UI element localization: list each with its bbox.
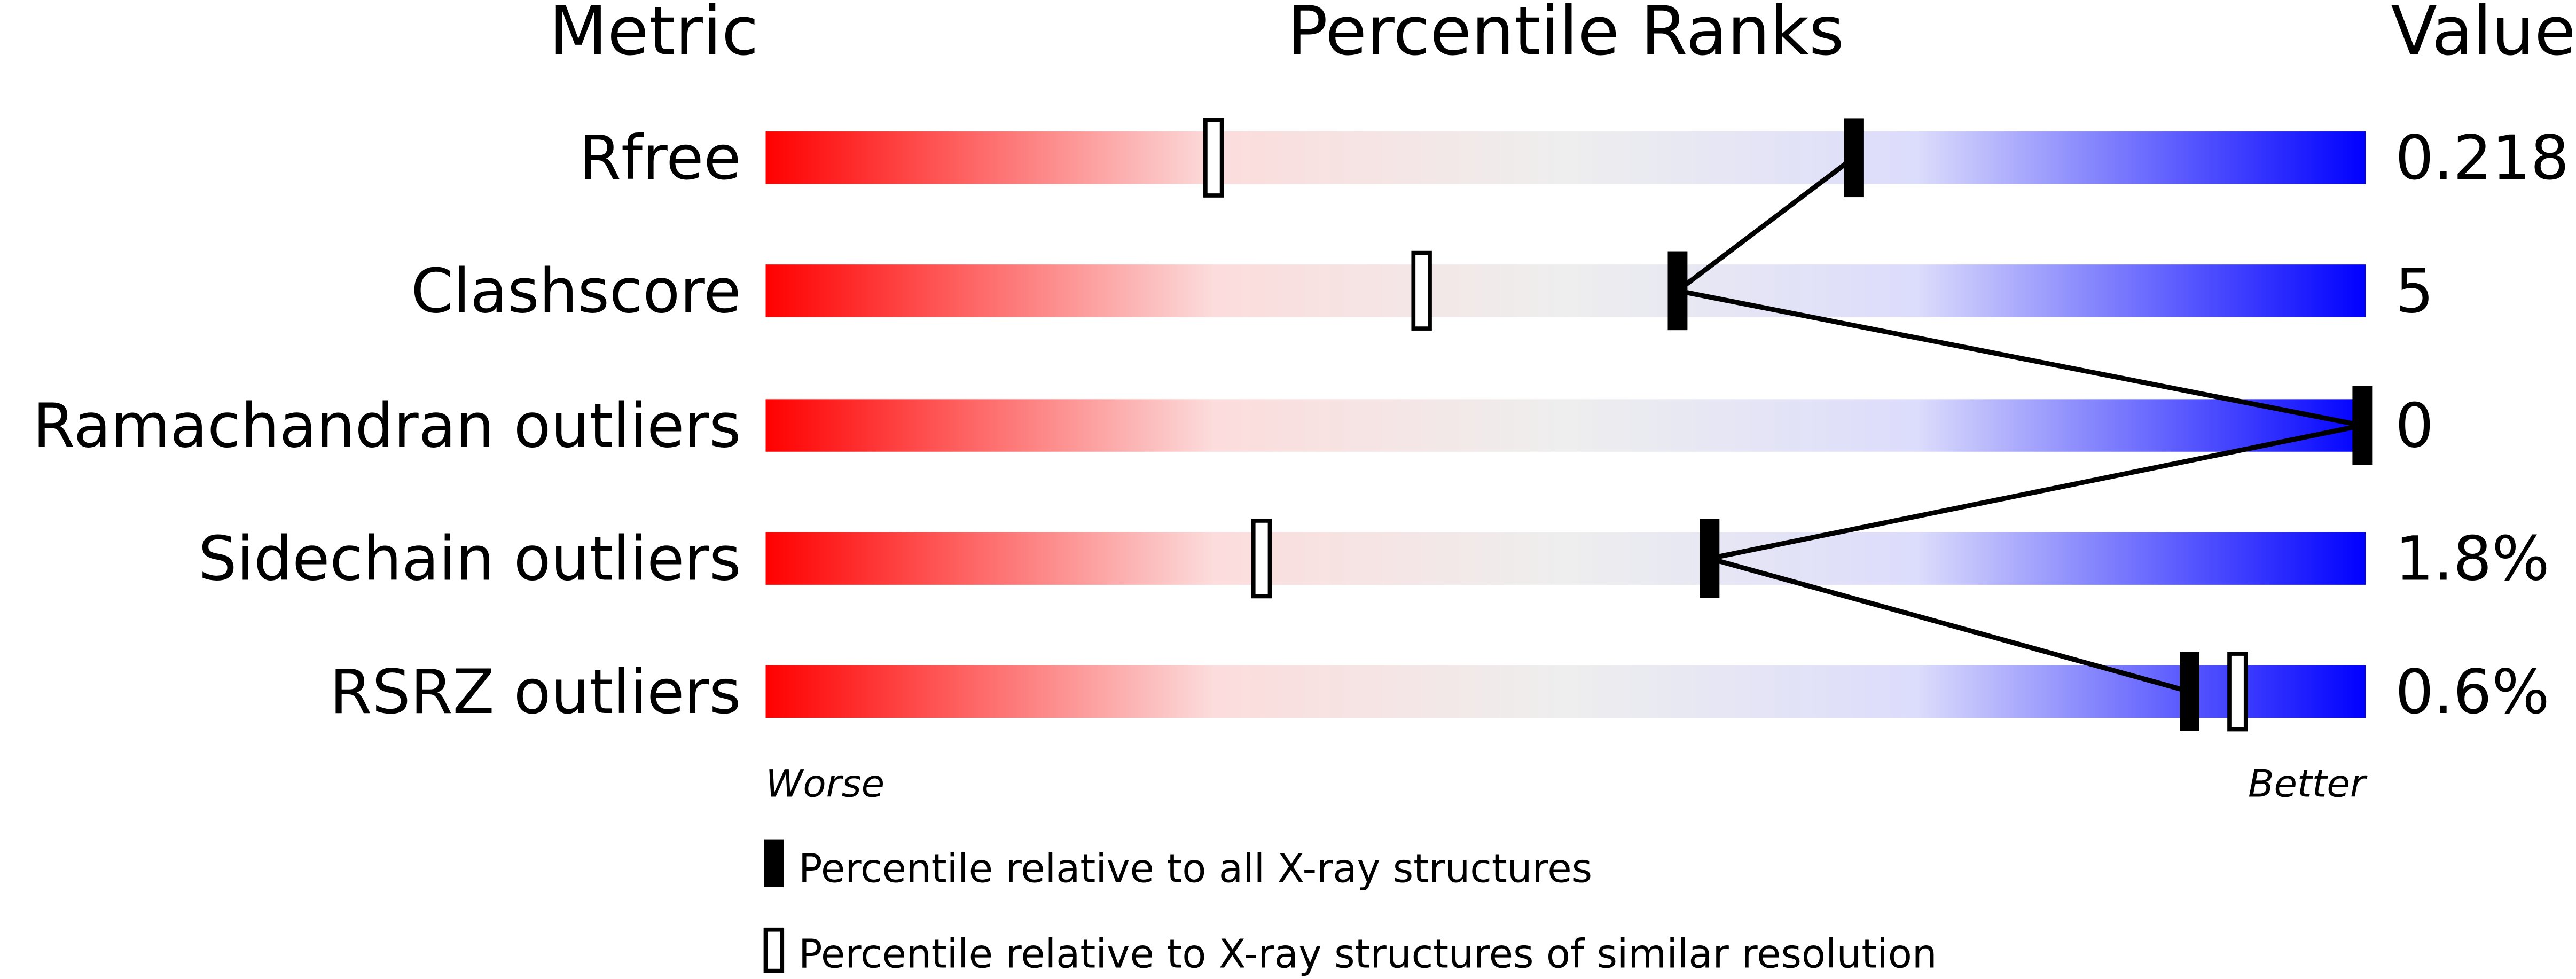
percentile-bar	[765, 532, 2366, 585]
metric-label: Clashscore	[411, 255, 741, 326]
metric-value: 5	[2395, 255, 2433, 326]
metric-label: Sidechain outliers	[198, 523, 741, 594]
marker-all-structures	[1844, 118, 1864, 198]
percentile-bar	[765, 131, 2366, 184]
metric-label: Ramachandran outliers	[33, 390, 741, 461]
marker-similar-resolution	[1251, 519, 1272, 599]
header-value: Value	[2391, 0, 2575, 70]
axis-label-worse: Worse	[765, 762, 884, 806]
metric-value: 0.6%	[2395, 656, 2549, 727]
metric-value: 1.8%	[2395, 523, 2549, 594]
axis-label-better: Better	[2248, 762, 2368, 806]
marker-all-structures	[1700, 519, 1720, 598]
metric-label: Rfree	[579, 122, 741, 193]
legend-filled-marker	[764, 839, 784, 887]
percentile-bar	[765, 665, 2366, 718]
legend-label-all: Percentile relative to all X-ray structu…	[798, 846, 1592, 892]
metric-label: RSRZ outliers	[330, 656, 741, 727]
marker-all-structures	[2180, 652, 2199, 731]
header-metric: Metric	[549, 0, 758, 70]
percentile-bar	[765, 399, 2366, 452]
header-percentile-ranks: Percentile Ranks	[1287, 0, 1844, 70]
marker-similar-resolution	[2227, 652, 2248, 732]
legend-open-marker	[763, 927, 785, 973]
marker-similar-resolution	[1411, 250, 1432, 331]
legend-label-similar: Percentile relative to X-ray structures …	[798, 931, 1937, 977]
marker-all-structures	[2352, 386, 2373, 465]
percentile-bar	[765, 264, 2366, 317]
metric-value: 0	[2395, 390, 2433, 461]
marker-similar-resolution	[1203, 118, 1224, 198]
marker-all-structures	[1667, 251, 1688, 331]
metric-value: 0.218	[2395, 122, 2569, 193]
